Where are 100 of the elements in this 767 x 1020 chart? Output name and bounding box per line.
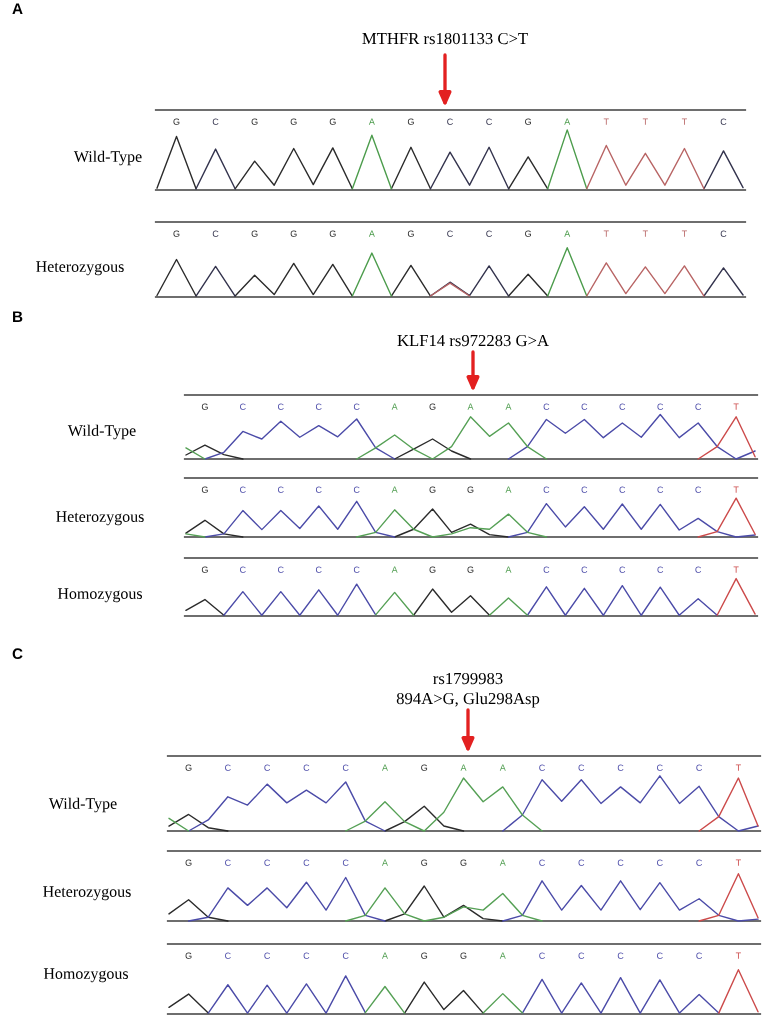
- x-tick-label: G: [185, 952, 192, 959]
- x-tick-label: T: [733, 486, 739, 493]
- y-axis-title: Wild-Type: [48, 797, 117, 813]
- x-tick-label: C: [212, 118, 219, 125]
- x-tick-label: G: [185, 764, 192, 771]
- x-tick-label: C: [581, 566, 588, 573]
- x-tick-label: C: [225, 764, 231, 771]
- x-tick-label: G: [421, 952, 428, 959]
- x-tick-label: C: [619, 486, 626, 493]
- x-tick-label: A: [499, 764, 506, 771]
- x-tick-label: G: [467, 486, 474, 493]
- x-tick-label: C: [342, 859, 349, 866]
- x-tick-label: G: [201, 566, 208, 573]
- x-tick-label: C: [619, 403, 626, 410]
- x-tick-label: C: [315, 403, 322, 410]
- x-tick-label: G: [290, 230, 297, 237]
- x-tick-label: T: [642, 118, 648, 125]
- x-tick-label: C: [353, 486, 360, 493]
- x-tick-label: C: [617, 859, 624, 866]
- x-tick-label: C: [657, 486, 664, 493]
- y-axis-title: Heterozygous: [36, 261, 124, 276]
- x-tick-label: T: [642, 230, 648, 237]
- x-tick-label: C: [543, 566, 550, 573]
- x-tick-label: G: [173, 230, 180, 237]
- x-tick-label: C: [278, 566, 284, 573]
- x-tick-label: G: [460, 859, 467, 866]
- x-tick-label: G: [467, 566, 474, 573]
- chart-title: KLF14 rs972283 G>A: [397, 334, 549, 347]
- x-tick-label: G: [525, 118, 531, 125]
- x-tick-label: C: [264, 859, 271, 866]
- x-tick-label: C: [696, 952, 703, 959]
- text: C: [12, 648, 23, 660]
- x-tick-label: T: [735, 859, 741, 866]
- x-tick-label: C: [617, 764, 624, 771]
- x-tick-label: C: [225, 952, 231, 959]
- y-axis-title: Wild-Type: [73, 150, 142, 166]
- x-tick-label: C: [695, 566, 702, 573]
- x-tick-label: T: [733, 403, 739, 410]
- x-tick-label: C: [720, 118, 727, 125]
- x-tick-label: C: [278, 403, 284, 410]
- x-tick-label: C: [353, 403, 360, 410]
- x-tick-label: A: [564, 118, 571, 125]
- x-tick-label: G: [421, 859, 428, 866]
- x-tick-label: C: [225, 859, 231, 866]
- x-tick-label: C: [578, 952, 585, 959]
- chart-title: MTHFR rs1801133 C>T: [362, 32, 528, 45]
- x-tick-label: C: [240, 486, 246, 493]
- x-tick-label: C: [303, 859, 310, 866]
- x-tick-label: G: [421, 764, 428, 771]
- x-tick-label: G: [329, 118, 336, 125]
- x-tick-label: A: [381, 952, 388, 959]
- x-tick-label: G: [407, 118, 414, 125]
- x-tick-label: C: [696, 764, 703, 771]
- x-tick-label: C: [240, 403, 246, 410]
- x-tick-label: A: [505, 566, 512, 573]
- chart-subtitle: 894A>G, Glu298Asp: [396, 692, 540, 708]
- x-tick-label: T: [733, 566, 739, 573]
- x-tick-label: A: [467, 403, 474, 410]
- x-tick-label: G: [460, 952, 467, 959]
- x-tick-label: A: [564, 230, 571, 237]
- x-tick-label: A: [368, 118, 375, 125]
- x-tick-label: C: [264, 952, 271, 959]
- x-tick-label: G: [407, 230, 414, 237]
- x-tick-label: G: [429, 403, 436, 410]
- x-tick-label: C: [619, 566, 626, 573]
- x-tick-label: C: [539, 859, 545, 866]
- x-tick-label: T: [681, 230, 687, 237]
- x-tick-label: C: [578, 764, 585, 771]
- y-axis-title: Wild-Type: [67, 424, 136, 440]
- x-tick-label: C: [303, 764, 310, 771]
- x-tick-label: A: [381, 764, 388, 771]
- x-tick-label: C: [278, 486, 284, 493]
- x-tick-label: C: [212, 230, 219, 237]
- x-tick-label: A: [368, 230, 375, 237]
- x-tick-label: C: [720, 230, 727, 237]
- text: A: [12, 3, 23, 14]
- x-tick-label: C: [264, 764, 271, 771]
- x-tick-label: C: [657, 566, 664, 573]
- x-tick-label: T: [603, 118, 609, 125]
- x-tick-label: A: [460, 764, 467, 771]
- x-tick-label: T: [735, 952, 741, 959]
- x-tick-label: C: [342, 952, 349, 959]
- x-tick-label: C: [581, 486, 588, 493]
- y-axis-title: Homozygous: [43, 968, 129, 983]
- x-tick-label: G: [290, 118, 297, 125]
- x-tick-label: C: [447, 230, 453, 237]
- x-tick-label: C: [696, 859, 703, 866]
- x-tick-label: T: [681, 118, 687, 125]
- x-tick-label: C: [543, 486, 550, 493]
- x-tick-label: A: [381, 859, 388, 866]
- x-tick-label: A: [499, 952, 506, 959]
- x-tick-label: A: [391, 566, 398, 573]
- y-axis-title: Heterozygous: [56, 511, 144, 526]
- x-tick-label: C: [447, 118, 453, 125]
- y-axis-title: Homozygous: [57, 588, 143, 603]
- x-tick-label: C: [657, 764, 663, 771]
- x-tick-label: G: [251, 118, 258, 125]
- x-tick-label: C: [240, 566, 246, 573]
- x-tick-label: C: [486, 118, 492, 125]
- x-tick-label: C: [539, 764, 545, 771]
